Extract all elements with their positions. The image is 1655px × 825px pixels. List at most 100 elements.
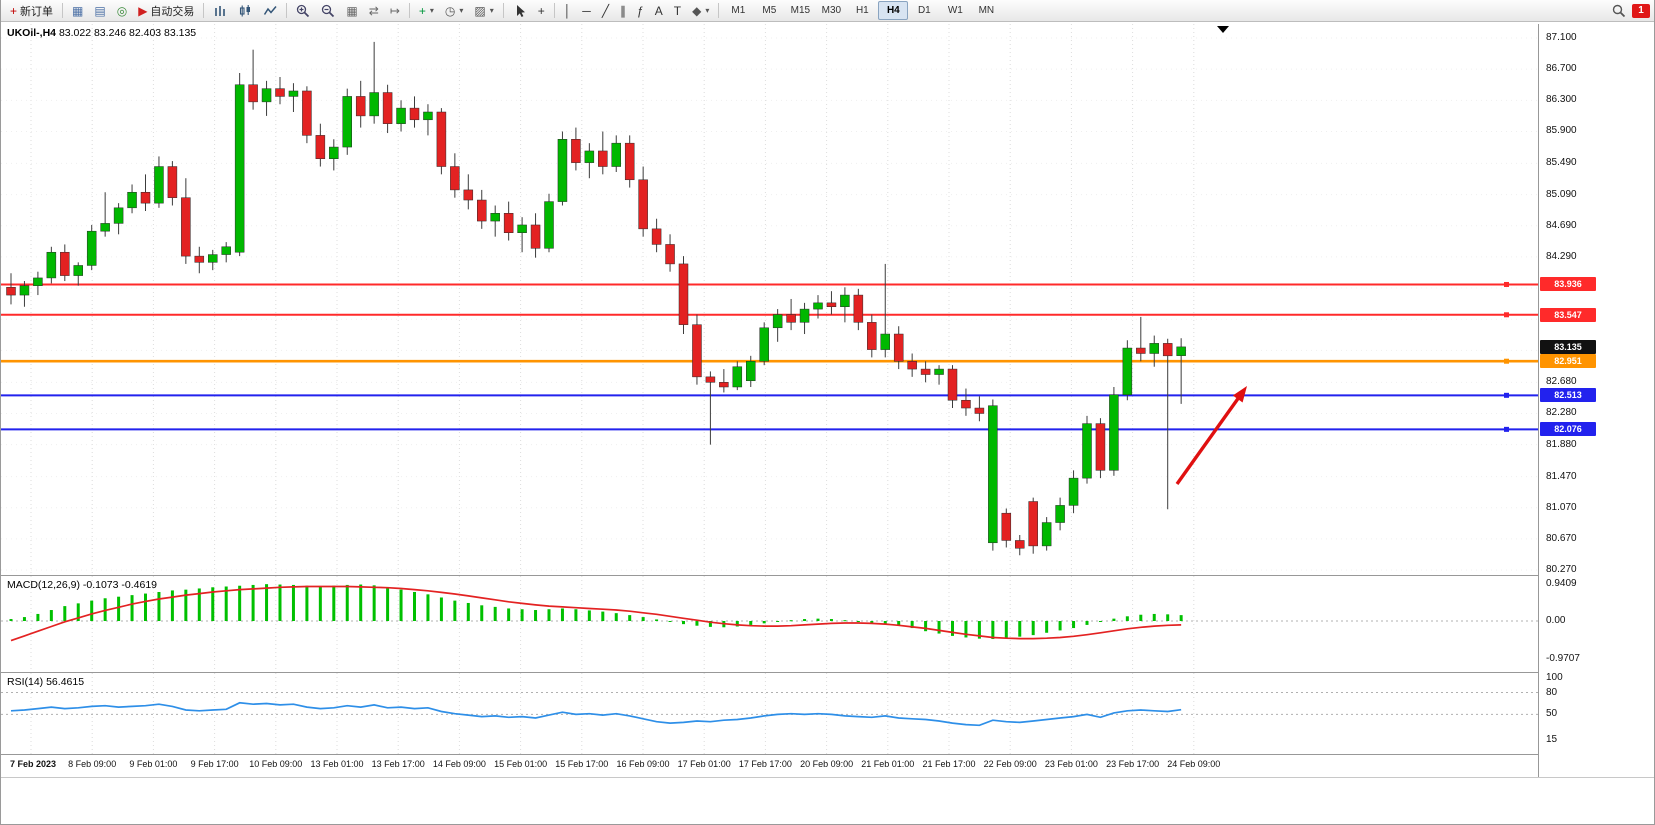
bar-chart-icon [213,4,227,18]
candlestick-chart-button[interactable] [233,0,257,21]
shapes-button[interactable]: ◆ ▾ [687,0,714,21]
main-chart-pane[interactable]: UKOil-,H4 83.022 83.246 82.403 83.135 [1,24,1538,575]
pane-separator[interactable] [1,672,1654,673]
equidistant-channel-button[interactable]: ∥ [615,0,631,21]
trend-arrow-annotation[interactable] [1175,394,1242,485]
candle-body [409,107,420,121]
time-axis-label: 7 Feb 2023 [9,759,57,769]
toolbar-right: 1 [1612,3,1650,18]
macd-histogram-bar [332,585,336,621]
new-order-button-label: 新订单 [20,5,54,18]
candle-body [840,294,850,308]
candle-body [907,361,917,370]
search-icon[interactable] [1612,4,1626,18]
text-button[interactable]: A [650,0,668,21]
timeframe-button-m30[interactable]: M30 [821,5,842,16]
pane-separator[interactable] [1,575,1654,576]
macd-histogram-bar [36,613,40,621]
auto-scroll-button[interactable]: ⇄ [364,0,384,21]
scroll-to-end-marker[interactable] [1217,26,1229,33]
time-axis-label: 8 Feb 09:00 [68,759,117,769]
candle-body [1162,343,1173,357]
candle-body [436,111,447,167]
time-axis-label: 17 Feb 01:00 [677,759,731,769]
current-price-chip[interactable]: 83.135 [1540,339,1596,354]
trendline-button[interactable]: ╱ [597,0,614,21]
price-level-chip-82.076[interactable]: 82.076 [1540,422,1596,437]
fibonacci-button[interactable]: ƒ [632,0,649,21]
macd-signal-line [10,585,1182,642]
zoom-out-button[interactable] [316,0,340,21]
timeframe-button-h4[interactable]: H4 [878,1,909,20]
price-axis[interactable]: 87.100 86.700 86.300 85.900 85.490 85.090 84.6… [1538,24,1654,777]
candle-body [1055,505,1065,523]
time-axis-label: 15 Feb 17:00 [555,759,609,769]
macd-histogram-bar [560,608,564,621]
rsi-pane[interactable]: RSI(14) 56.4615 [1,673,1538,754]
hline-handle[interactable] [1504,358,1509,364]
line-chart-button[interactable] [258,0,282,21]
macd-histogram-bar [197,588,201,621]
macd-pane[interactable]: MACD(12,26,9) -0.1073 -0.4619 [1,576,1538,672]
candle-body [934,368,944,375]
timeframe-button-m15[interactable]: M15 [790,5,811,16]
timeframe-button-mn[interactable]: MN [978,5,995,16]
axis-tick-label: 80.670 [1546,532,1577,544]
time-axis-label: 21 Feb 17:00 [922,759,976,769]
price-level-chip-82.513[interactable]: 82.513 [1540,388,1596,403]
chevron-down-icon: ▾ [705,6,710,15]
market-watch-button[interactable]: ▤ [89,0,110,21]
autotrading-button[interactable]: ▶ 自动交易 [133,0,199,21]
axis-tick-label: -0.9707 [1546,653,1580,665]
timeframe-button-m1[interactable]: M1 [731,5,746,16]
chart-shift-button[interactable]: ↦ [385,0,405,21]
timeframe-button-h1[interactable]: H1 [855,5,869,16]
candle-body [867,322,877,350]
candle-body [450,166,460,191]
axis-tick-label: 82.280 [1546,407,1577,419]
vertical-line-button[interactable]: │ [559,0,577,21]
macd-histogram-bar [816,618,820,621]
macd-histogram-bar [655,619,659,621]
text-label-button[interactable]: T [669,0,686,21]
candle-body [732,366,743,388]
time-axis[interactable]: 7 Feb 2023 8 Feb 09:00 9 Feb 01:00 9 Feb 17… [1,755,1538,777]
price-level-chip-83.547[interactable]: 83.547 [1540,307,1596,322]
candle-body [1082,423,1092,479]
hline-handle[interactable] [1504,426,1509,432]
macd-histogram-bar [144,593,147,621]
candle-body [248,84,258,103]
terminal-icon: ◎ [116,3,128,18]
timeframe-button-w1[interactable]: W1 [947,5,963,16]
new-order-button[interactable]: + 新订单 [5,0,58,21]
periods-button[interactable]: ◷ ▾ [440,0,469,21]
crosshair-button[interactable]: + [533,0,550,21]
zoom-in-button[interactable] [291,0,315,21]
tile-windows-button[interactable]: ▦ [341,0,362,21]
hline-handle[interactable] [1504,281,1509,287]
macd-histogram-bar [493,606,497,621]
time-axis-label: 13 Feb 17:00 [371,759,425,769]
indicators-button[interactable]: + ▾ [414,0,439,21]
macd-histogram-bar [359,584,363,621]
macd-histogram-bar [534,610,538,621]
charts-window-button[interactable]: ▦ [67,0,88,21]
bar-chart-button[interactable] [208,0,232,21]
macd-histogram-bar [641,617,645,621]
toolbar-separator [62,3,64,18]
candle-body [181,197,191,257]
toolbar-separator [553,3,555,18]
timeframe-button-m5[interactable]: M5 [762,5,777,16]
terminal-button[interactable]: ◎ [112,0,132,21]
price-level-chip-83.936[interactable]: 83.936 [1540,277,1596,292]
macd-histogram-bar [695,621,699,626]
chevron-down-icon: ▾ [429,6,434,15]
notification-badge[interactable]: 1 [1632,3,1650,18]
cursor-button[interactable] [508,0,532,21]
timeframe-button-d1[interactable]: D1 [917,5,931,16]
templates-button[interactable]: ▨ ▾ [469,0,498,21]
horizontal-line-button[interactable]: ─ [577,0,596,21]
hline-handle[interactable] [1504,392,1509,398]
price-level-chip-82.951[interactable]: 82.951 [1540,354,1596,369]
hline-handle[interactable] [1504,312,1509,318]
